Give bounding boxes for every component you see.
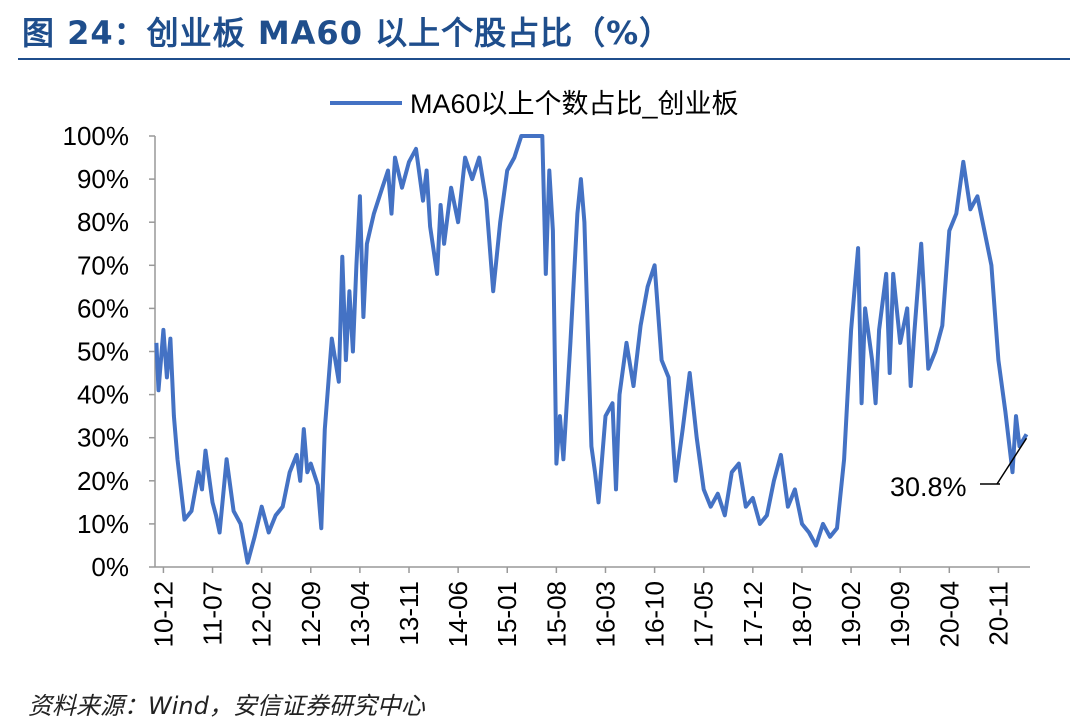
x-tick-label: 13-11 (394, 581, 424, 646)
y-tick-label: 60% (77, 293, 129, 323)
y-tick-label: 100% (63, 121, 130, 151)
series-line (154, 134, 1029, 565)
legend: MA60以上个数占比_创业板 (330, 89, 739, 119)
x-tick-label: 18-07 (787, 581, 817, 648)
x-tick-label: 12-02 (247, 581, 277, 648)
x-tick-label: 20-11 (983, 581, 1013, 646)
chart-title: 图 24：创业板 MA60 以上个股占比（%） (22, 14, 673, 52)
x-tick-label: 15-08 (541, 581, 571, 648)
x-axis: 10-12 11-07 12-02 12-09 13-04 13-11 14-06 15-01… (148, 566, 1030, 648)
x-tick-label: 17-12 (738, 581, 768, 648)
y-tick-label: 30% (77, 423, 129, 453)
x-tick-label: 19-09 (885, 581, 915, 648)
y-tick-label: 20% (77, 466, 129, 496)
x-tick-label: 15-01 (492, 581, 522, 648)
y-axis: 0% 10% 20% 30% 40% 50% 60% 70% 80% 90% 100% (63, 121, 156, 582)
series-line-0 (154, 134, 1029, 565)
x-tick-label: 12-09 (296, 581, 326, 648)
x-tick-label: 13-04 (345, 581, 375, 648)
y-tick-label: 70% (77, 250, 129, 280)
annotation-leader (996, 437, 1028, 485)
y-tick-label: 10% (77, 509, 129, 539)
x-tick-label: 17-05 (689, 581, 719, 648)
x-tick-label: 10-12 (148, 581, 178, 648)
x-tick-label: 14-06 (443, 581, 473, 648)
last-value-annotation: 30.8% (890, 437, 1028, 502)
y-tick-label: 0% (91, 552, 129, 582)
x-tick-label: 20-04 (934, 581, 964, 648)
source-note: 资料来源：Wind，安信证券研究中心 (28, 692, 425, 720)
last-value-label: 30.8% (890, 472, 967, 502)
y-tick-label: 40% (77, 380, 129, 410)
x-tick-label: 19-02 (836, 581, 866, 648)
y-tick-label: 50% (77, 337, 129, 367)
x-tick-label: 11-07 (198, 581, 228, 646)
x-tick-label: 16-03 (590, 581, 620, 648)
y-tick-label: 80% (77, 207, 129, 237)
y-tick-label: 90% (77, 164, 129, 194)
x-tick-label: 16-10 (640, 581, 670, 648)
legend-label: MA60以上个数占比_创业板 (410, 89, 739, 119)
title-divider (18, 58, 1070, 60)
